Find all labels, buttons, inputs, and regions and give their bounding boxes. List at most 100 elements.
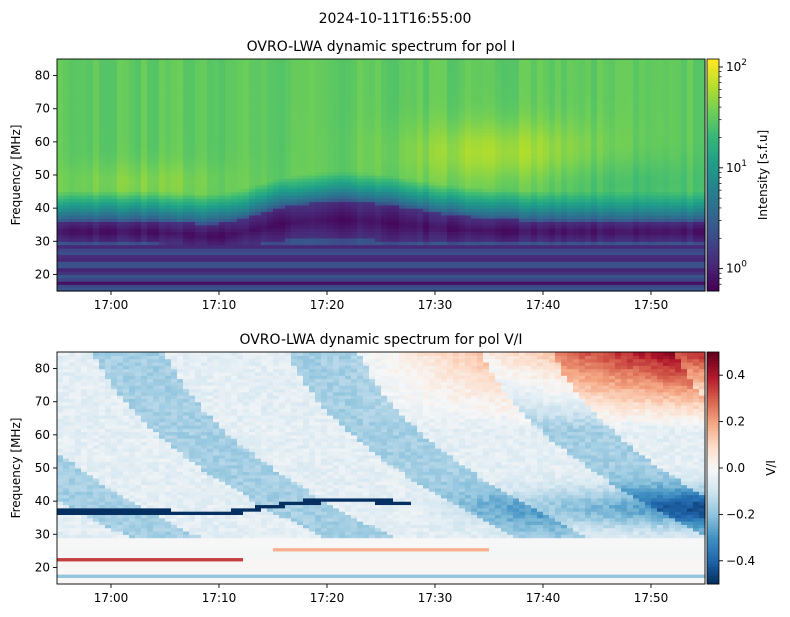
heatmap-cell (225, 247, 232, 252)
heatmap-cell (87, 72, 94, 77)
heatmap-cell (285, 261, 292, 266)
heatmap-cell (165, 181, 172, 186)
heatmap-cell (153, 82, 160, 87)
heatmap-cell (87, 204, 94, 209)
heatmap-cell (177, 208, 184, 213)
heatmap-cell (177, 59, 184, 63)
heatmap-cell (195, 244, 202, 249)
heatmap-cell (255, 281, 262, 285)
heatmap-cell (111, 194, 118, 199)
heatmap-cell (165, 138, 172, 143)
heatmap-cell (183, 128, 190, 133)
heatmap-cell (153, 178, 160, 183)
heatmap-cell (183, 228, 190, 232)
heatmap-cell (99, 244, 106, 249)
heatmap-cell (177, 112, 184, 116)
heatmap-cell (339, 191, 346, 196)
heatmap-cell (297, 102, 304, 106)
heatmap-cell (159, 165, 166, 169)
heatmap-cell (285, 287, 292, 292)
heatmap-cell (219, 108, 226, 113)
heatmap-cell (219, 158, 226, 163)
heatmap-cell (219, 62, 226, 67)
heatmap-cell (123, 201, 130, 206)
heatmap-cell (315, 68, 322, 73)
heatmap-cell (165, 287, 172, 292)
heatmap-cell (81, 237, 88, 242)
heatmap-cell (123, 155, 130, 160)
heatmap-cell (351, 92, 358, 97)
heatmap-cell (117, 277, 124, 282)
heatmap-cell (105, 281, 112, 285)
heatmap-cell (201, 155, 208, 160)
heatmap-cell (333, 59, 340, 63)
heatmap-cell (339, 214, 346, 219)
heatmap-cell (195, 257, 202, 262)
heatmap-cell (351, 281, 358, 285)
heatmap-cell (117, 287, 124, 292)
heatmap-cell (267, 88, 274, 93)
heatmap-cell (363, 78, 370, 83)
heatmap-cell (369, 181, 376, 186)
heatmap-cell (303, 287, 310, 292)
heatmap-cell (291, 78, 298, 83)
heatmap-cell (243, 204, 250, 209)
heatmap-cell (297, 168, 304, 173)
heatmap-cell (147, 59, 154, 63)
heatmap-cell (231, 158, 238, 163)
heatmap-cell (81, 274, 88, 279)
heatmap-cell (135, 158, 142, 163)
heatmap-cell (243, 198, 250, 203)
heatmap-cell (183, 274, 190, 279)
heatmap-cell (159, 121, 166, 126)
heatmap-cell (345, 208, 352, 213)
heatmap-cell (87, 224, 94, 229)
heatmap-cell (321, 267, 328, 272)
heatmap-cell (333, 267, 340, 272)
heatmap-cell (201, 221, 208, 226)
heatmap-cell (297, 148, 304, 153)
heatmap-cell (159, 65, 166, 70)
heatmap-cell (333, 148, 340, 153)
heatmap-cell (309, 218, 316, 222)
heatmap-cell (321, 257, 328, 262)
heatmap-cell (315, 221, 322, 226)
heatmap-cell (99, 92, 106, 97)
heatmap-cell (279, 221, 286, 226)
heatmap-cell (279, 274, 286, 279)
heatmap-cell (147, 284, 154, 289)
heatmap-cell (345, 211, 352, 216)
heatmap-cell (219, 184, 226, 189)
heatmap-cell (201, 145, 208, 150)
heatmap-cell (291, 224, 298, 229)
heatmap-cell (111, 267, 118, 272)
heatmap-cell (105, 151, 112, 156)
heatmap-cell (63, 125, 70, 130)
heatmap-cell (315, 271, 322, 276)
heatmap-cell (231, 257, 238, 262)
heatmap-cell (57, 135, 64, 140)
heatmap-cell (327, 267, 334, 272)
heatmap-cell (75, 151, 82, 156)
heatmap-cell (315, 131, 322, 136)
heatmap-cell (129, 211, 136, 216)
heatmap-cell (279, 201, 286, 206)
heatmap-cell (87, 161, 94, 166)
heatmap-cell (159, 247, 166, 252)
heatmap-cell (117, 118, 124, 123)
heatmap-cell (339, 228, 346, 232)
heatmap-cell (333, 131, 340, 136)
heatmap-cell (327, 158, 334, 163)
heatmap-cell (267, 148, 274, 153)
heatmap-cell (207, 145, 214, 150)
heatmap-cell (69, 254, 76, 259)
heatmap-cell (63, 254, 70, 259)
heatmap-cell (123, 92, 130, 97)
heatmap-cell (183, 244, 190, 249)
heatmap-cell (207, 151, 214, 156)
heatmap-cell (171, 68, 178, 73)
heatmap-cell (183, 112, 190, 116)
heatmap-cell (129, 181, 136, 186)
heatmap-cell (99, 231, 106, 236)
heatmap-cell (243, 244, 250, 249)
